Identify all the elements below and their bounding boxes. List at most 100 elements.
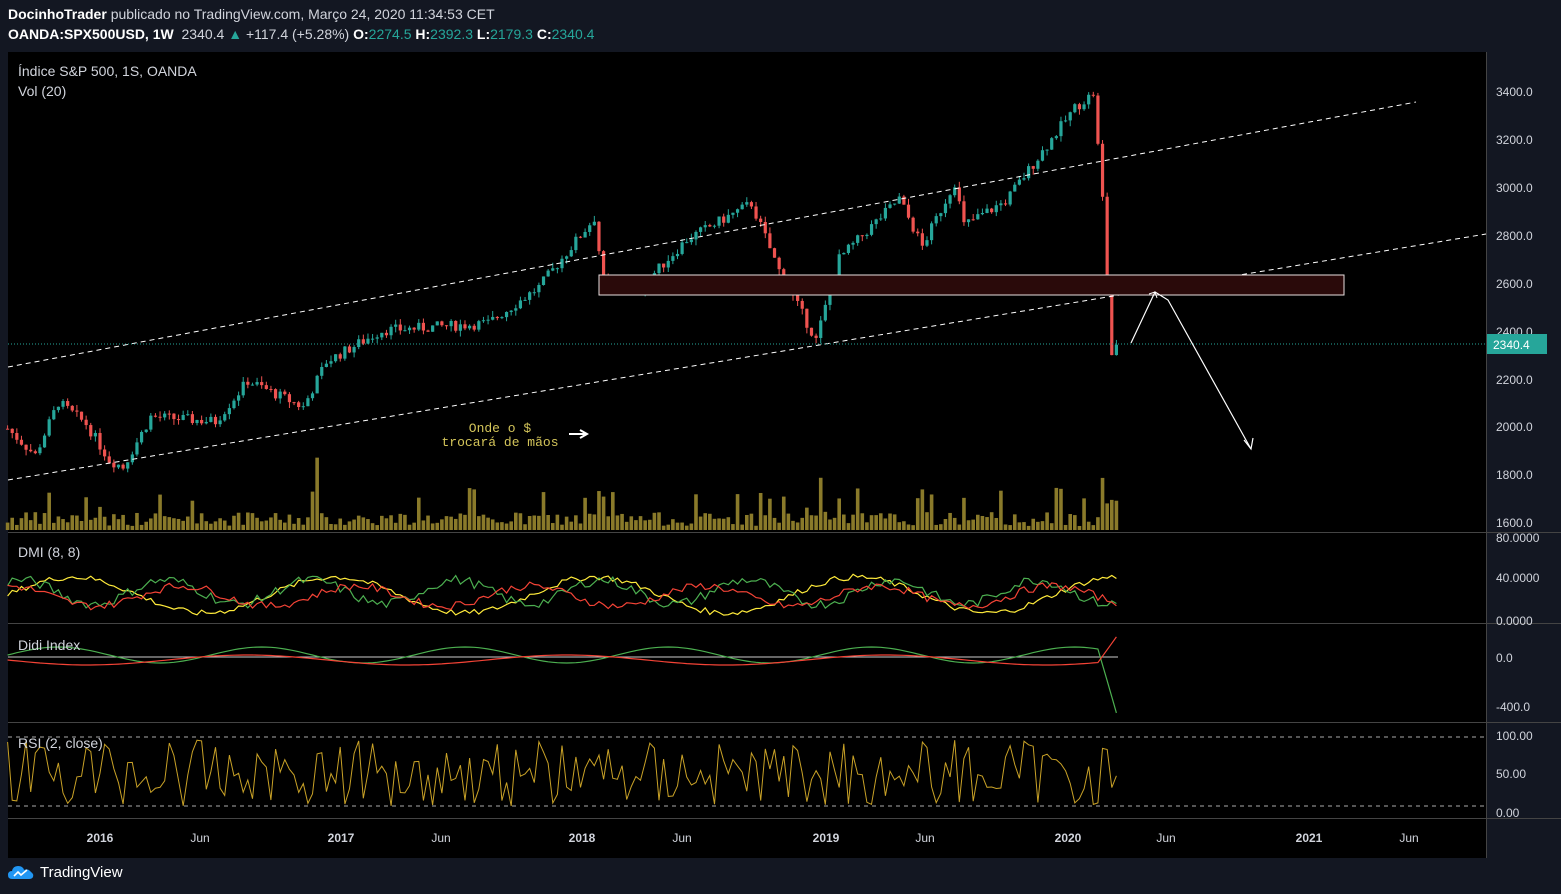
- volume-bar: [52, 522, 56, 530]
- channel-lower-line[interactable]: [7, 233, 1487, 481]
- volume-bar: [398, 513, 403, 530]
- volume-bar: [283, 522, 287, 530]
- chart-canvas[interactable]: Onde o $ trocará de mãos Índice S&P 500,…: [0, 48, 1561, 858]
- volume-bar: [624, 521, 629, 530]
- volume-bar: [911, 525, 915, 530]
- volume-bar: [130, 525, 135, 530]
- volume-bar: [934, 524, 939, 530]
- candle: [851, 241, 855, 250]
- candle: [301, 402, 305, 410]
- volume-bar: [185, 516, 190, 530]
- candle: [361, 334, 365, 346]
- projection-path[interactable]: [1130, 291, 1252, 450]
- supply-zone-box[interactable]: [598, 274, 1345, 296]
- volume-bar: [158, 494, 162, 530]
- volume-bar: [453, 518, 458, 530]
- high-value: 2392.3: [430, 26, 473, 42]
- candle: [1063, 115, 1068, 123]
- candle: [537, 282, 541, 298]
- candle: [315, 374, 319, 394]
- candle: [426, 329, 430, 332]
- volume-bar: [606, 516, 610, 530]
- didi-pane-title[interactable]: Didi Index: [18, 637, 80, 653]
- candle: [1027, 163, 1031, 181]
- volume-bar: [190, 500, 195, 530]
- volume-bar: [98, 506, 102, 530]
- volume-bar: [218, 518, 222, 530]
- rsi-pane-title[interactable]: RSI (2, close): [18, 735, 103, 751]
- last-price-badge: [1487, 334, 1547, 354]
- volume-bar: [601, 496, 606, 530]
- candle: [486, 315, 490, 325]
- time-axis[interactable]: 2016 Jun 2017 Jun 2018 Jun 2019 Jun 2020…: [87, 831, 1419, 845]
- volume-bar: [10, 517, 15, 530]
- candle: [195, 419, 199, 426]
- time-tick: Jun: [915, 831, 934, 845]
- volume-bar: [416, 497, 421, 530]
- symbol-info: OANDA:SPX500USD, 1W 2340.4 ▲ +117.4 (+5.…: [8, 26, 594, 42]
- volume-bar: [597, 491, 601, 530]
- volume-bar: [1077, 525, 1082, 530]
- annotation-line2[interactable]: trocará de mãos: [441, 435, 558, 450]
- dmi-pane-title[interactable]: DMI (8, 8): [18, 544, 80, 560]
- volume-bar: [758, 492, 763, 530]
- price-tick: 2200.0: [1496, 373, 1533, 387]
- didi-axis[interactable]: 0.0 -400.0: [1496, 651, 1530, 714]
- volume-bar: [504, 523, 509, 530]
- candle: [1050, 137, 1054, 150]
- volume-bar: [24, 512, 28, 530]
- candle: [75, 404, 79, 417]
- volume-bar: [273, 513, 278, 530]
- candle: [694, 230, 698, 246]
- candle: [61, 399, 65, 410]
- candle: [574, 233, 578, 254]
- volume-bar: [518, 513, 523, 530]
- candle: [389, 324, 393, 340]
- candle: [130, 451, 134, 465]
- volume-bar: [481, 514, 486, 530]
- open-label: O:: [353, 26, 369, 42]
- candle: [79, 411, 84, 422]
- volume-bar: [1086, 521, 1091, 530]
- volume-bar: [615, 515, 620, 530]
- volume-bar: [278, 519, 282, 530]
- annotation-line1[interactable]: Onde o $: [469, 421, 532, 436]
- rsi-pane[interactable]: [8, 723, 1486, 818]
- candle: [181, 410, 185, 421]
- candle: [454, 320, 458, 333]
- rsi-axis[interactable]: 100.00 50.00 0.00: [1496, 729, 1533, 820]
- candle: [541, 276, 546, 286]
- volume-bar: [412, 522, 416, 530]
- symbol-name[interactable]: OANDA:SPX500USD, 1W: [8, 26, 174, 42]
- dmi-pane[interactable]: [8, 533, 1486, 623]
- volume-pane-title[interactable]: Vol (20): [18, 83, 66, 99]
- volume-bar: [1008, 525, 1012, 530]
- didi-pane[interactable]: [8, 624, 1486, 722]
- volume-bar: [643, 520, 647, 530]
- volume-bar: [1082, 498, 1086, 530]
- candle: [398, 319, 402, 335]
- candle: [860, 235, 864, 242]
- main-pane-title[interactable]: Índice S&P 500, 1S, OANDA: [18, 63, 197, 79]
- dmi-axis[interactable]: 80.0000 40.0000 0.0000: [1496, 531, 1540, 628]
- price-tick: 1800.0: [1496, 468, 1533, 482]
- volume-bar: [366, 519, 370, 530]
- volume-bar: [125, 524, 130, 530]
- candle: [735, 208, 740, 218]
- volume-bar: [1049, 523, 1054, 530]
- volume-bar: [259, 521, 264, 530]
- channel-upper-line[interactable]: [7, 101, 1417, 368]
- volume-bar: [537, 515, 541, 530]
- volume-bar: [689, 523, 694, 530]
- volume-bar: [611, 492, 615, 530]
- volume-bar: [860, 513, 865, 530]
- candle: [930, 221, 934, 245]
- author-name[interactable]: DocinhoTrader: [8, 6, 107, 22]
- candle: [347, 344, 352, 354]
- volume-bar: [301, 524, 306, 530]
- volume-bar: [731, 524, 735, 530]
- candle: [569, 246, 573, 258]
- time-axis-bg[interactable]: [8, 818, 1486, 858]
- volume-bar: [587, 513, 592, 530]
- tradingview-logo[interactable]: TradingView: [8, 864, 123, 881]
